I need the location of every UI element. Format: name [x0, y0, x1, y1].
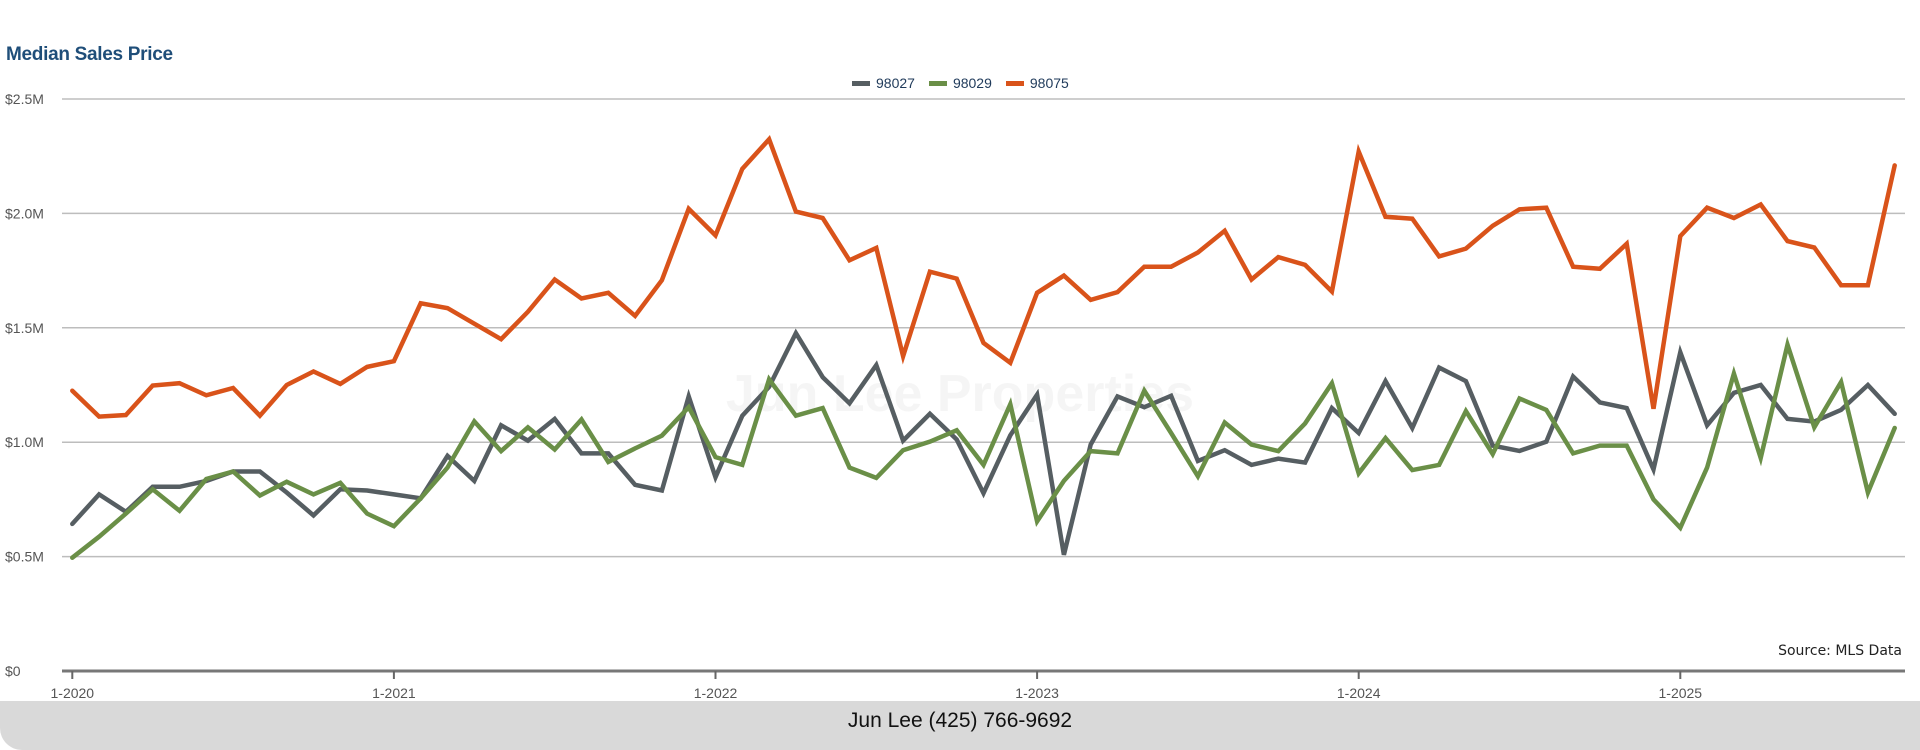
- x-tick-label: 1-2023: [1015, 685, 1059, 701]
- x-tick-label: 1-2020: [51, 685, 95, 701]
- y-tick-label: $2.5M: [5, 91, 44, 107]
- x-tick-label: 1-2021: [372, 685, 416, 701]
- legend-item-98027[interactable]: 98027: [852, 75, 915, 91]
- series-line-98027: [70, 328, 1897, 556]
- y-tick-label: $1.5M: [5, 320, 44, 336]
- legend-item-98029[interactable]: 98029: [928, 75, 992, 91]
- x-tick-label: 1-2022: [694, 685, 738, 701]
- legend-swatch-98075: [1005, 80, 1024, 86]
- chart-title: Median Sales Price: [6, 44, 173, 65]
- x-tick-label: 1-2024: [1337, 685, 1381, 701]
- legend-item-98075[interactable]: 98075: [1005, 75, 1069, 91]
- y-tick-label: $1.0M: [5, 434, 44, 450]
- contact-text: Jun Lee (425) 766-9692: [847, 709, 1073, 732]
- legend-label: 98027: [876, 75, 915, 91]
- legend-swatch-98027: [852, 80, 870, 86]
- x-tick-label: 1-2025: [1659, 685, 1703, 701]
- footer-bar: Jun Lee (425) 766-9692: [0, 701, 1920, 750]
- series-line-98029: [70, 336, 1897, 560]
- y-tick-label: $0.5M: [5, 549, 44, 565]
- series-line-98075: [70, 135, 1897, 420]
- legend-label: 98029: [952, 75, 992, 91]
- legend-label: 98075: [1029, 75, 1069, 91]
- legend-swatch-98029: [928, 80, 947, 86]
- legend: 98027 98029 98075: [852, 75, 1069, 91]
- y-tick-label: $0: [5, 663, 21, 679]
- source-annotation: Source: MLS Data: [1778, 643, 1902, 659]
- y-tick-label: $2.0M: [5, 205, 44, 221]
